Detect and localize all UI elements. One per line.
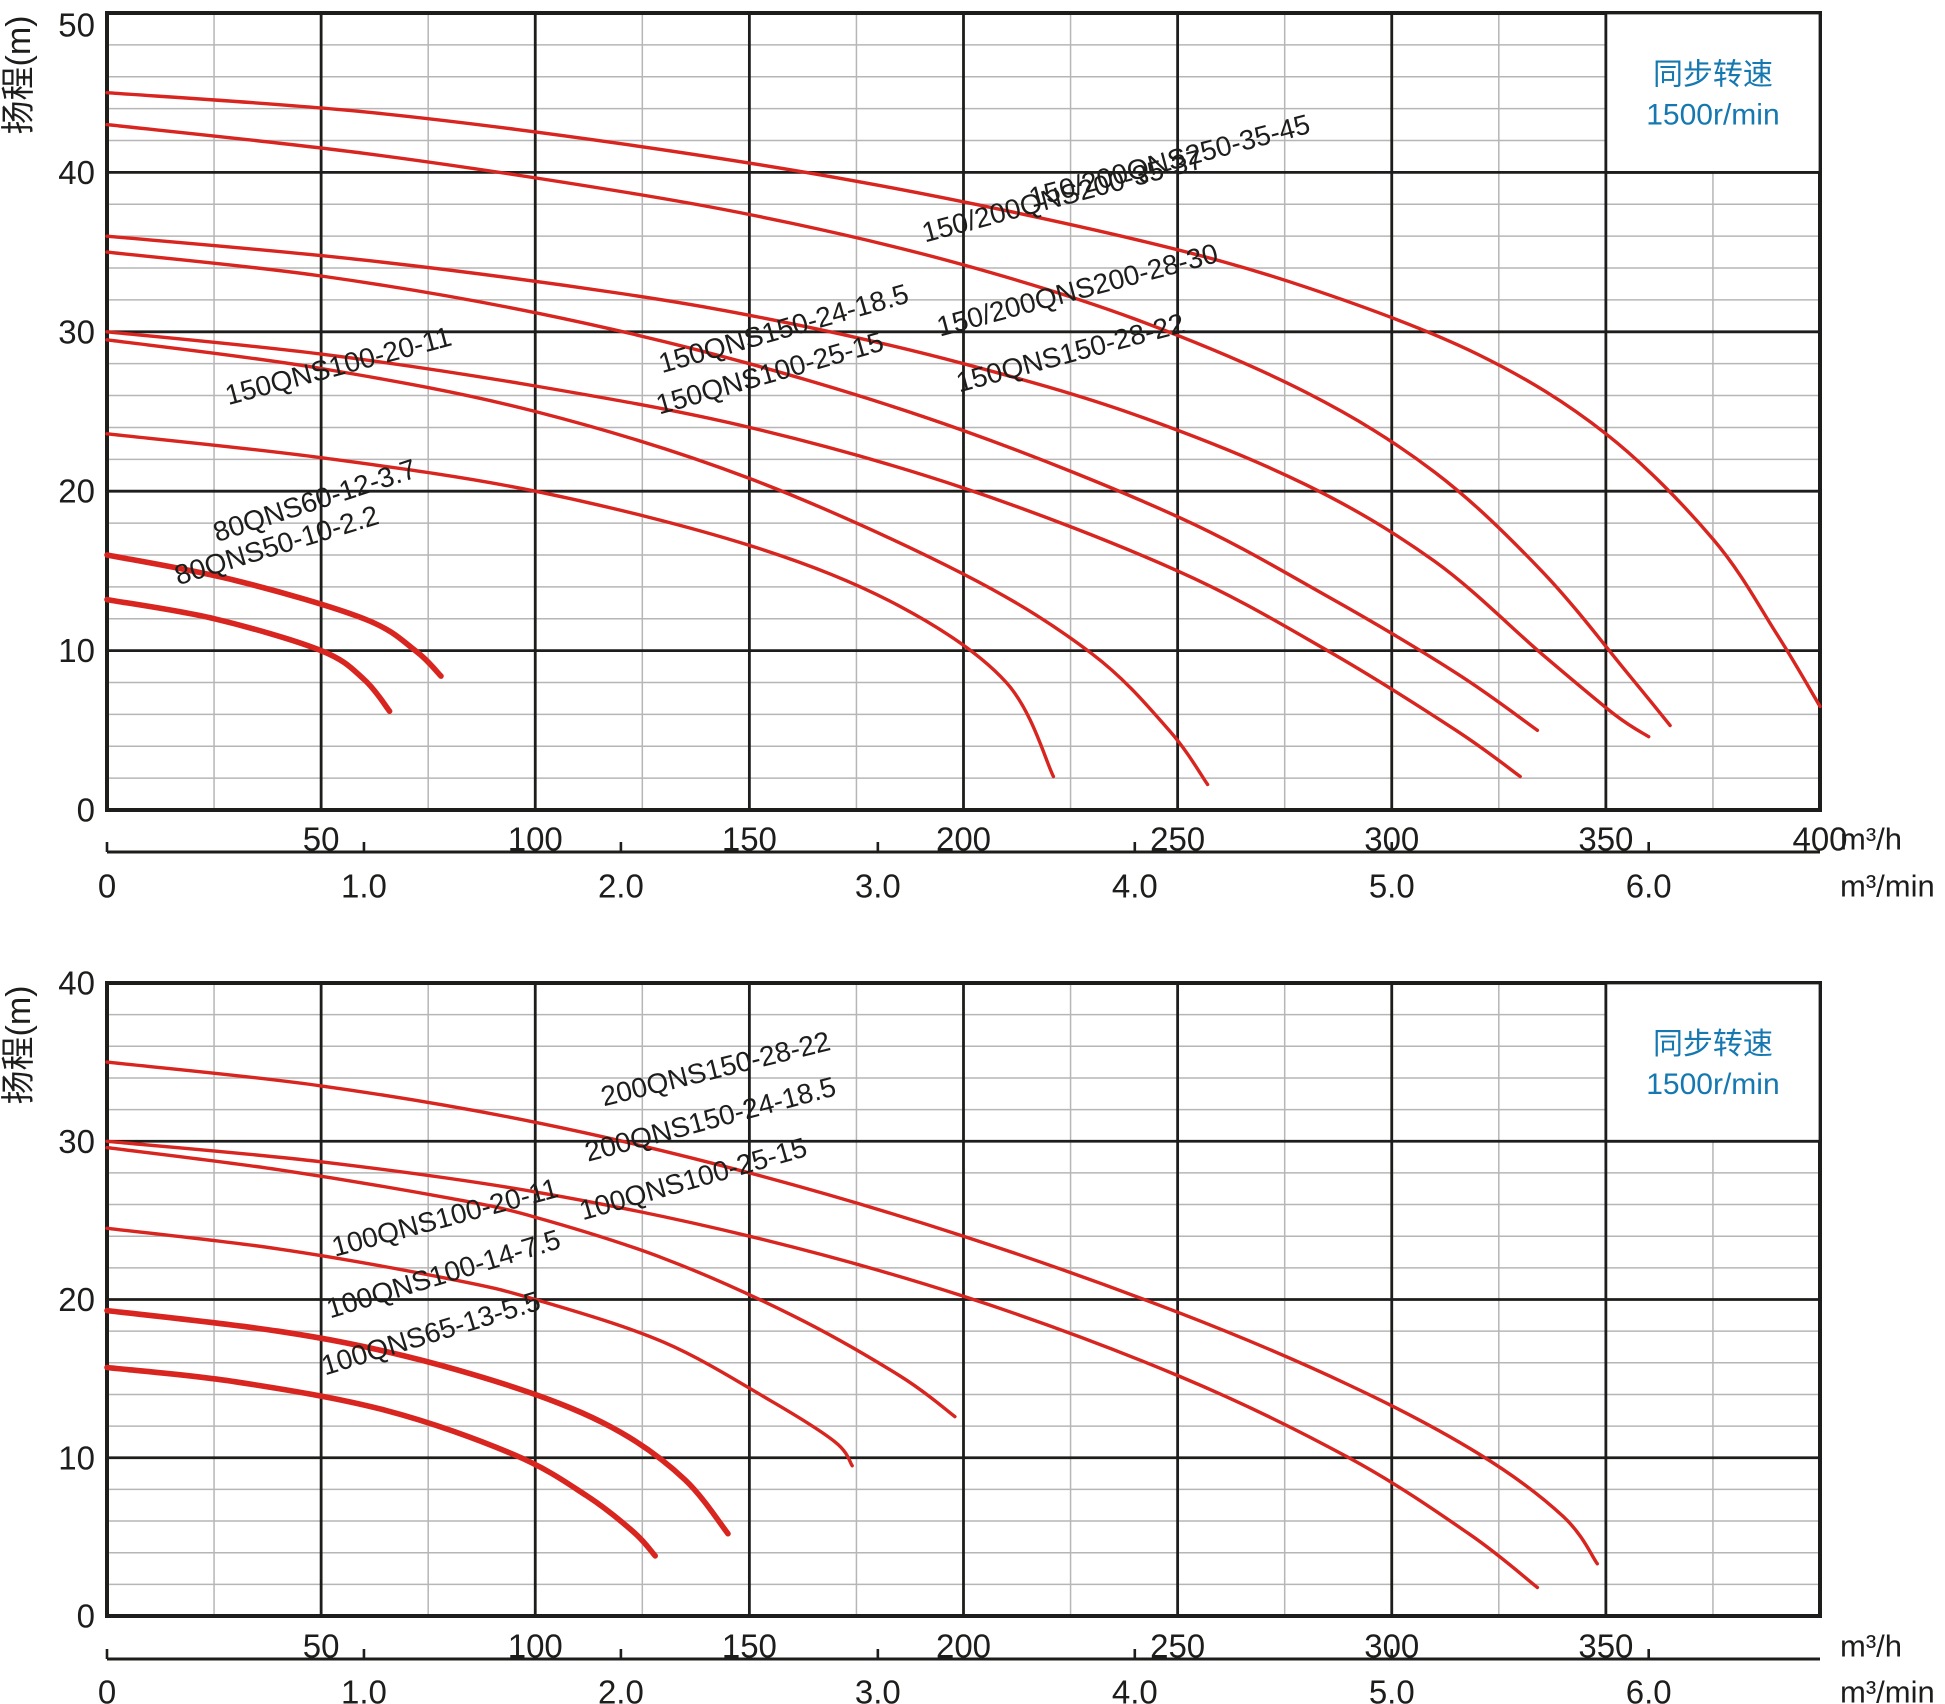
curve-80QNS60-12-3.7 [104,552,444,679]
curve-label-150/200QNS200-35-37: 150/200QNS200-35-37 [918,143,1206,248]
x-unit-secondary-bottom: m³/min [1840,1675,1935,1704]
curve-label-150QNS100-20-11: 150QNS100-20-11 [222,321,455,411]
x-tick2-top-2.0: 2.0 [598,868,644,905]
y-tick-top-10: 10 [58,632,95,669]
curve-150QNS150-28-22 [105,250,1540,732]
legend-speed-title-top: 同步转速 [1653,59,1773,92]
x-tick2-bottom-2.0: 2.0 [598,1674,644,1704]
curve-100QNS65-13-5.5 [104,1364,658,1559]
x-unit-primary-top: m³/h [1840,822,1902,857]
curve-150/200QNS200-35-37 [105,122,1672,728]
x-unit-secondary-top: m³/min [1840,869,1935,904]
curve-150QNS100-25-15 [105,338,1210,787]
y-tick-bottom-0: 0 [77,1598,95,1635]
legend-speed-value-top: 1500r/min [1646,99,1779,132]
x-tick2-top-5.0: 5.0 [1369,868,1415,905]
y-tick-top-40: 40 [58,154,95,191]
x-tick2-top-3.0: 3.0 [855,868,901,905]
legend-speed-value-bottom: 1500r/min [1646,1068,1779,1101]
legend-box-top [1604,11,1822,174]
y-tick-bottom-40: 40 [58,965,95,1002]
x-tick2-top-0: 0 [98,868,116,905]
x-tick2-bottom-5.0: 5.0 [1369,1674,1415,1704]
x-tick2-bottom-6.0: 6.0 [1626,1674,1672,1704]
y-tick-bottom-20: 20 [58,1281,95,1318]
x-tick2-top-6.0: 6.0 [1626,868,1672,905]
legend-speed-title-bottom: 同步转速 [1653,1028,1773,1061]
y-axis-title-top: 扬程(m) [0,16,38,135]
curve-100QNS100-25-15 [105,1145,957,1419]
x-tick2-top-1.0: 1.0 [341,868,387,905]
curve-100QNS100-14-7.5 [104,1307,731,1537]
x-tick2-top-4.0: 4.0 [1112,868,1158,905]
y-tick-top-50: 50 [58,7,95,44]
x-unit-primary-bottom: m³/h [1840,1629,1902,1664]
x-tick2-bottom-3.0: 3.0 [855,1674,901,1704]
curve-150QNS100-20-11 [105,432,1056,779]
x-tick2-bottom-1.0: 1.0 [341,1674,387,1704]
x-tick2-bottom-0: 0 [98,1674,116,1704]
y-tick-top-0: 0 [77,792,95,829]
x-tick2-bottom-4.0: 4.0 [1112,1674,1158,1704]
curve-80QNS50-10-2.2 [104,596,393,714]
curve-150/200QNS200-28-30 [105,234,1651,739]
curve-200QNS150-28-22 [105,1060,1599,1566]
y-tick-top-30: 30 [58,313,95,350]
curve-150/200QNS250-35-45 [105,91,1822,709]
plot-frame-bottom [105,981,1822,1618]
y-tick-bottom-10: 10 [58,1439,95,1476]
legend-box-bottom [1604,981,1822,1143]
y-tick-bottom-30: 30 [58,1123,95,1160]
plot-frame-top [105,11,1822,812]
curve-150QNS150-24-18.5 [105,330,1522,779]
curve-100QNS100-20-11 [105,1226,854,1468]
y-axis-title-bottom: 扬程(m) [0,986,38,1105]
curve-200QNS150-24-18.5 [105,1139,1540,1590]
y-tick-top-20: 20 [58,473,95,510]
